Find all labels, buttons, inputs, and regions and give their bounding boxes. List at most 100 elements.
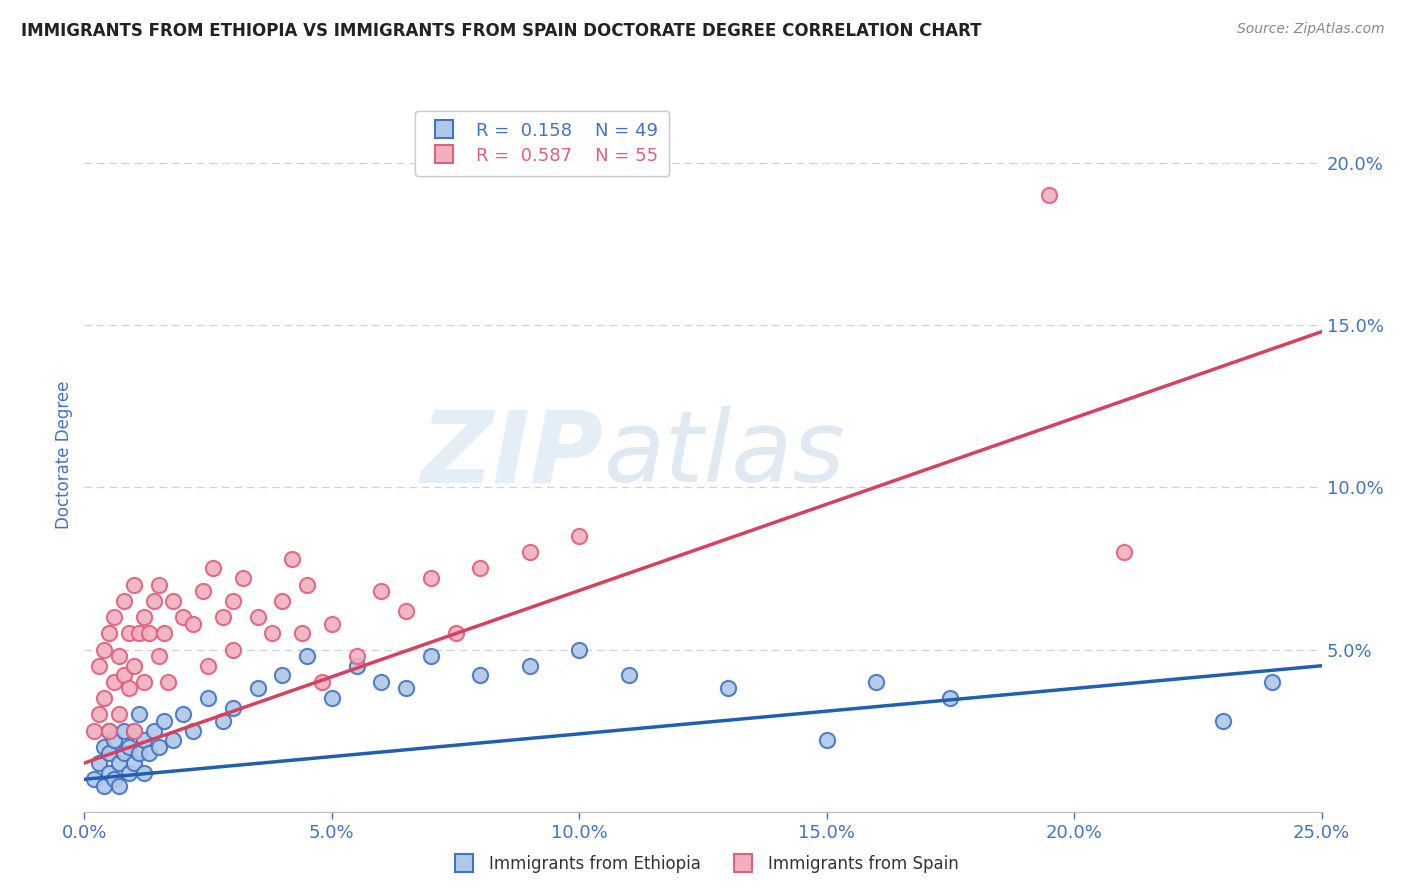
Point (321, 691, 343, 706)
Point (1212, 714, 1234, 728)
Point (232, 571, 254, 585)
Point (93, 779, 115, 793)
Point (128, 626, 150, 640)
Point (93, 642, 115, 657)
Point (122, 756, 145, 770)
Point (103, 610, 125, 624)
Legend: R =  0.158    N = 49, R =  0.587    N = 55: R = 0.158 N = 49, R = 0.587 N = 55 (415, 111, 669, 176)
Point (222, 642, 245, 657)
Point (112, 668, 135, 682)
Point (89, 658, 111, 673)
Point (93, 739, 115, 754)
Point (93, 691, 115, 706)
Point (346, 648, 368, 663)
Point (108, 707, 131, 722)
Point (108, 779, 131, 793)
Point (321, 616, 343, 631)
Point (717, 681, 740, 696)
Point (197, 658, 219, 673)
Point (122, 723, 145, 738)
Point (212, 714, 235, 728)
Point (103, 733, 125, 747)
Point (148, 648, 170, 663)
Point (291, 626, 314, 640)
Point (98, 723, 121, 738)
Point (98, 626, 121, 640)
Point (118, 739, 141, 754)
Point (132, 765, 155, 780)
Point (197, 691, 219, 706)
Point (132, 733, 155, 747)
Point (122, 658, 145, 673)
Point (83, 723, 105, 738)
Point (122, 723, 145, 738)
Point (191, 584, 214, 599)
Point (89, 707, 111, 722)
Point (138, 626, 160, 640)
Point (370, 675, 392, 690)
Point (172, 707, 194, 722)
Point (271, 594, 294, 608)
Point (152, 714, 174, 728)
Point (222, 701, 245, 715)
Text: ZIP: ZIP (420, 407, 605, 503)
Point (132, 610, 155, 624)
Point (295, 577, 318, 591)
Point (395, 604, 418, 618)
Point (128, 747, 150, 761)
Point (162, 594, 184, 608)
Point (98, 723, 121, 738)
Point (1261, 675, 1284, 690)
Point (470, 561, 492, 575)
Point (202, 561, 225, 575)
Point (162, 733, 184, 747)
Point (128, 707, 150, 722)
Point (419, 648, 441, 663)
Point (346, 658, 368, 673)
Point (152, 626, 174, 640)
Point (295, 648, 318, 663)
Point (118, 626, 141, 640)
Point (108, 756, 131, 770)
Point (181, 723, 204, 738)
Point (444, 626, 467, 640)
Point (246, 610, 269, 624)
Point (142, 594, 165, 608)
Point (148, 739, 170, 754)
Point (103, 675, 125, 690)
Point (98, 747, 121, 761)
Legend: Immigrants from Ethiopia, Immigrants from Spain: Immigrants from Ethiopia, Immigrants fro… (441, 848, 965, 880)
Point (568, 642, 591, 657)
Point (395, 681, 418, 696)
Point (89, 756, 111, 770)
Point (122, 577, 145, 591)
Point (148, 577, 170, 591)
Point (1038, 188, 1060, 202)
Point (617, 668, 640, 682)
Point (568, 529, 591, 543)
Point (939, 691, 962, 706)
Point (370, 584, 392, 599)
Point (112, 723, 135, 738)
Point (118, 681, 141, 696)
Point (419, 571, 441, 585)
Point (815, 733, 838, 747)
Point (172, 610, 194, 624)
Point (519, 658, 541, 673)
Point (281, 551, 304, 566)
Point (212, 610, 235, 624)
Point (222, 594, 245, 608)
Point (262, 626, 284, 640)
Point (108, 648, 131, 663)
Point (138, 747, 160, 761)
Point (118, 765, 141, 780)
Point (519, 545, 541, 559)
Point (112, 747, 135, 761)
Point (98, 765, 121, 780)
Point (865, 675, 887, 690)
Point (246, 681, 269, 696)
Point (132, 675, 155, 690)
Text: IMMIGRANTS FROM ETHIOPIA VS IMMIGRANTS FROM SPAIN DOCTORATE DEGREE CORRELATION C: IMMIGRANTS FROM ETHIOPIA VS IMMIGRANTS F… (21, 22, 981, 40)
Text: atlas: atlas (605, 407, 845, 503)
Point (311, 675, 333, 690)
